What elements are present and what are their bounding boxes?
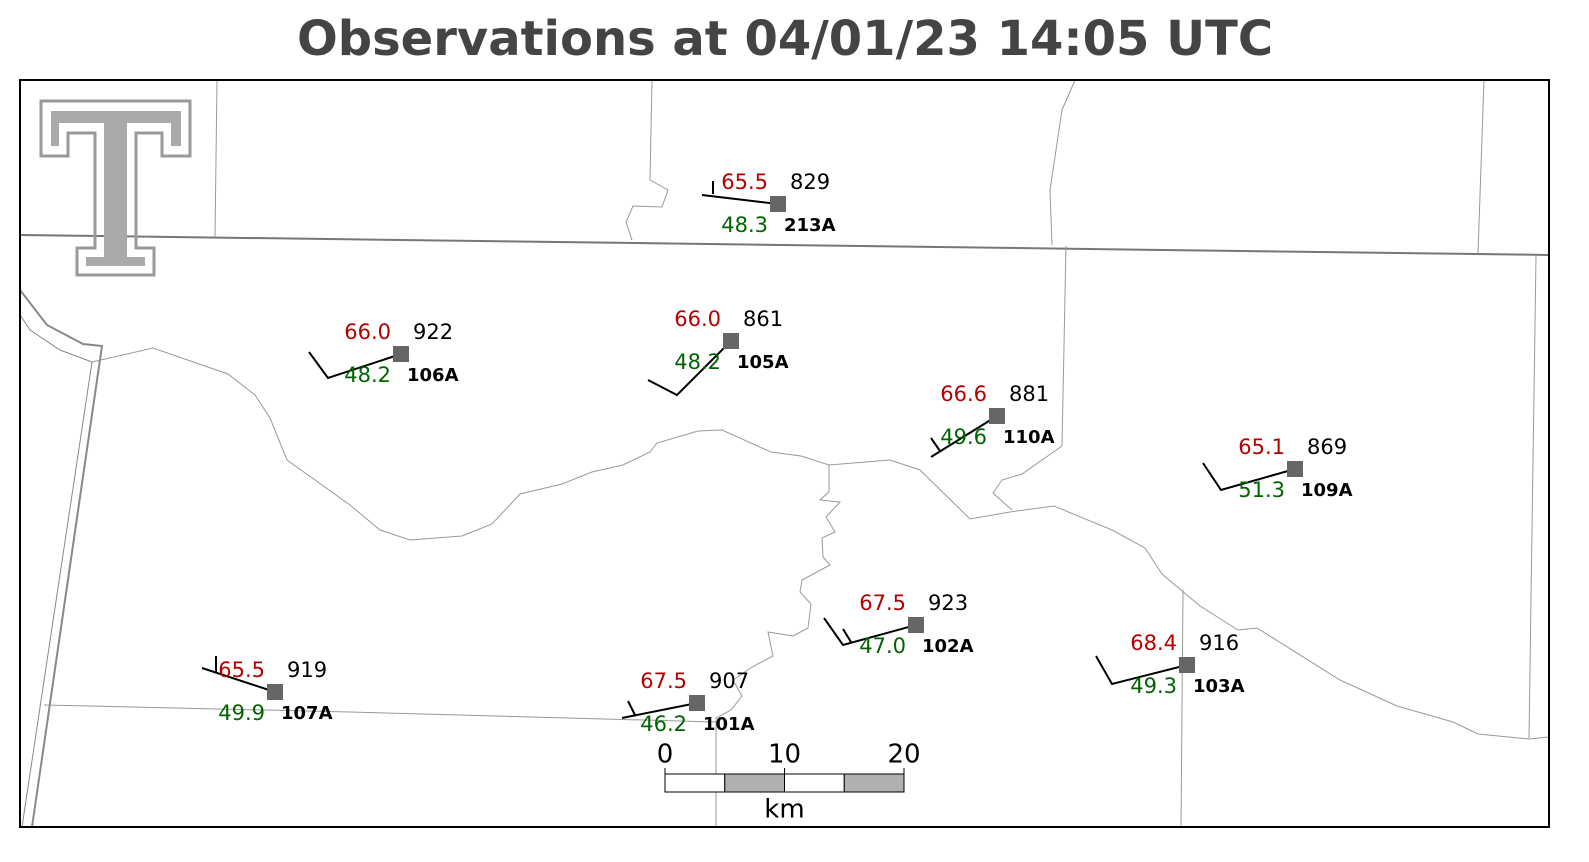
station: 67.5 923 47.0 102A xyxy=(823,591,974,658)
wind-barb-tick xyxy=(930,437,941,452)
scale-segment xyxy=(664,773,726,793)
scale-unit: km xyxy=(764,795,804,825)
dewpoint: 48.2 xyxy=(674,350,721,374)
dewpoint: 48.2 xyxy=(344,363,391,387)
dewpoint: 49.9 xyxy=(218,701,265,725)
station-marker xyxy=(1287,461,1303,477)
station-id: 109A xyxy=(1301,480,1353,501)
station-marker xyxy=(393,346,409,362)
scale-label: 0 xyxy=(657,740,674,770)
station-id: 107A xyxy=(281,703,333,724)
dewpoint: 48.3 xyxy=(721,213,768,237)
scale-segment xyxy=(724,773,785,793)
temperature: 65.5 xyxy=(218,658,265,682)
station: 65.5 919 49.9 107A xyxy=(201,656,333,725)
station-id: 102A xyxy=(922,636,974,657)
pressure: 923 xyxy=(928,591,968,615)
stations: 65.5 829 48.3 213A 66.0 922 48.2 106A 66.0 861 48.… xyxy=(201,170,1353,736)
wind-barb xyxy=(308,351,402,380)
scale-segment xyxy=(784,773,845,793)
dewpoint: 49.3 xyxy=(1130,674,1177,698)
temperature: 65.1 xyxy=(1238,435,1285,459)
wind-barb-tick xyxy=(842,628,852,643)
wind-barb xyxy=(1202,462,1296,492)
temperature: 68.4 xyxy=(1130,631,1177,655)
dewpoint: 51.3 xyxy=(1238,478,1285,502)
station-marker xyxy=(689,695,705,711)
wind-barb xyxy=(201,667,276,693)
wind-barb xyxy=(823,617,917,647)
temperature: 66.0 xyxy=(674,307,721,331)
dewpoint: 49.6 xyxy=(940,425,987,449)
station-id: 103A xyxy=(1193,676,1245,697)
dewpoint: 47.0 xyxy=(859,634,906,658)
station: 65.1 869 51.3 109A xyxy=(1202,435,1353,502)
station-marker xyxy=(1179,657,1195,673)
station-id: 105A xyxy=(737,352,789,373)
station: 65.5 829 48.3 213A xyxy=(701,170,836,237)
pressure: 907 xyxy=(709,669,749,693)
dewpoint: 46.2 xyxy=(640,712,687,736)
station: 67.5 907 46.2 101A xyxy=(621,669,755,736)
station-marker xyxy=(770,196,786,212)
pressure: 922 xyxy=(413,320,453,344)
station-id: 106A xyxy=(407,365,459,386)
temperature: 65.5 xyxy=(721,170,768,194)
wind-barb xyxy=(621,702,698,719)
station-marker xyxy=(723,333,739,349)
scale-segment xyxy=(843,773,905,793)
station-id: 110A xyxy=(1003,427,1055,448)
temperature: 67.5 xyxy=(859,591,906,615)
station: 66.6 881 49.6 110A xyxy=(930,382,1055,458)
temperature: 66.0 xyxy=(344,320,391,344)
pressure: 861 xyxy=(743,307,783,331)
station: 66.0 861 48.2 105A xyxy=(647,307,789,397)
pressure: 919 xyxy=(287,658,327,682)
pressure: 869 xyxy=(1307,435,1347,459)
station-id: 213A xyxy=(784,215,836,236)
pressure: 829 xyxy=(790,170,830,194)
scale-bar: 0 10 20 km xyxy=(657,740,921,825)
temperature: 67.5 xyxy=(640,669,687,693)
pressure: 881 xyxy=(1009,382,1049,406)
wind-barb xyxy=(701,194,779,205)
wind-barb xyxy=(1095,655,1188,686)
temperature: 66.6 xyxy=(940,382,987,406)
pressure: 916 xyxy=(1199,631,1239,655)
station: 68.4 916 49.3 103A xyxy=(1095,631,1245,698)
scale-label: 10 xyxy=(768,740,801,770)
title: Observations at 04/01/23 14:05 UTC xyxy=(297,11,1273,67)
logo xyxy=(39,99,192,277)
wind-barb xyxy=(647,340,732,397)
station-marker xyxy=(267,684,283,700)
station-marker xyxy=(989,408,1005,424)
wind-barb xyxy=(930,415,998,458)
station-marker xyxy=(908,617,924,633)
wind-barb-tick xyxy=(627,700,636,716)
scale-label: 20 xyxy=(887,740,920,770)
station: 66.0 922 48.2 106A xyxy=(308,320,459,387)
station-id: 101A xyxy=(703,714,755,735)
